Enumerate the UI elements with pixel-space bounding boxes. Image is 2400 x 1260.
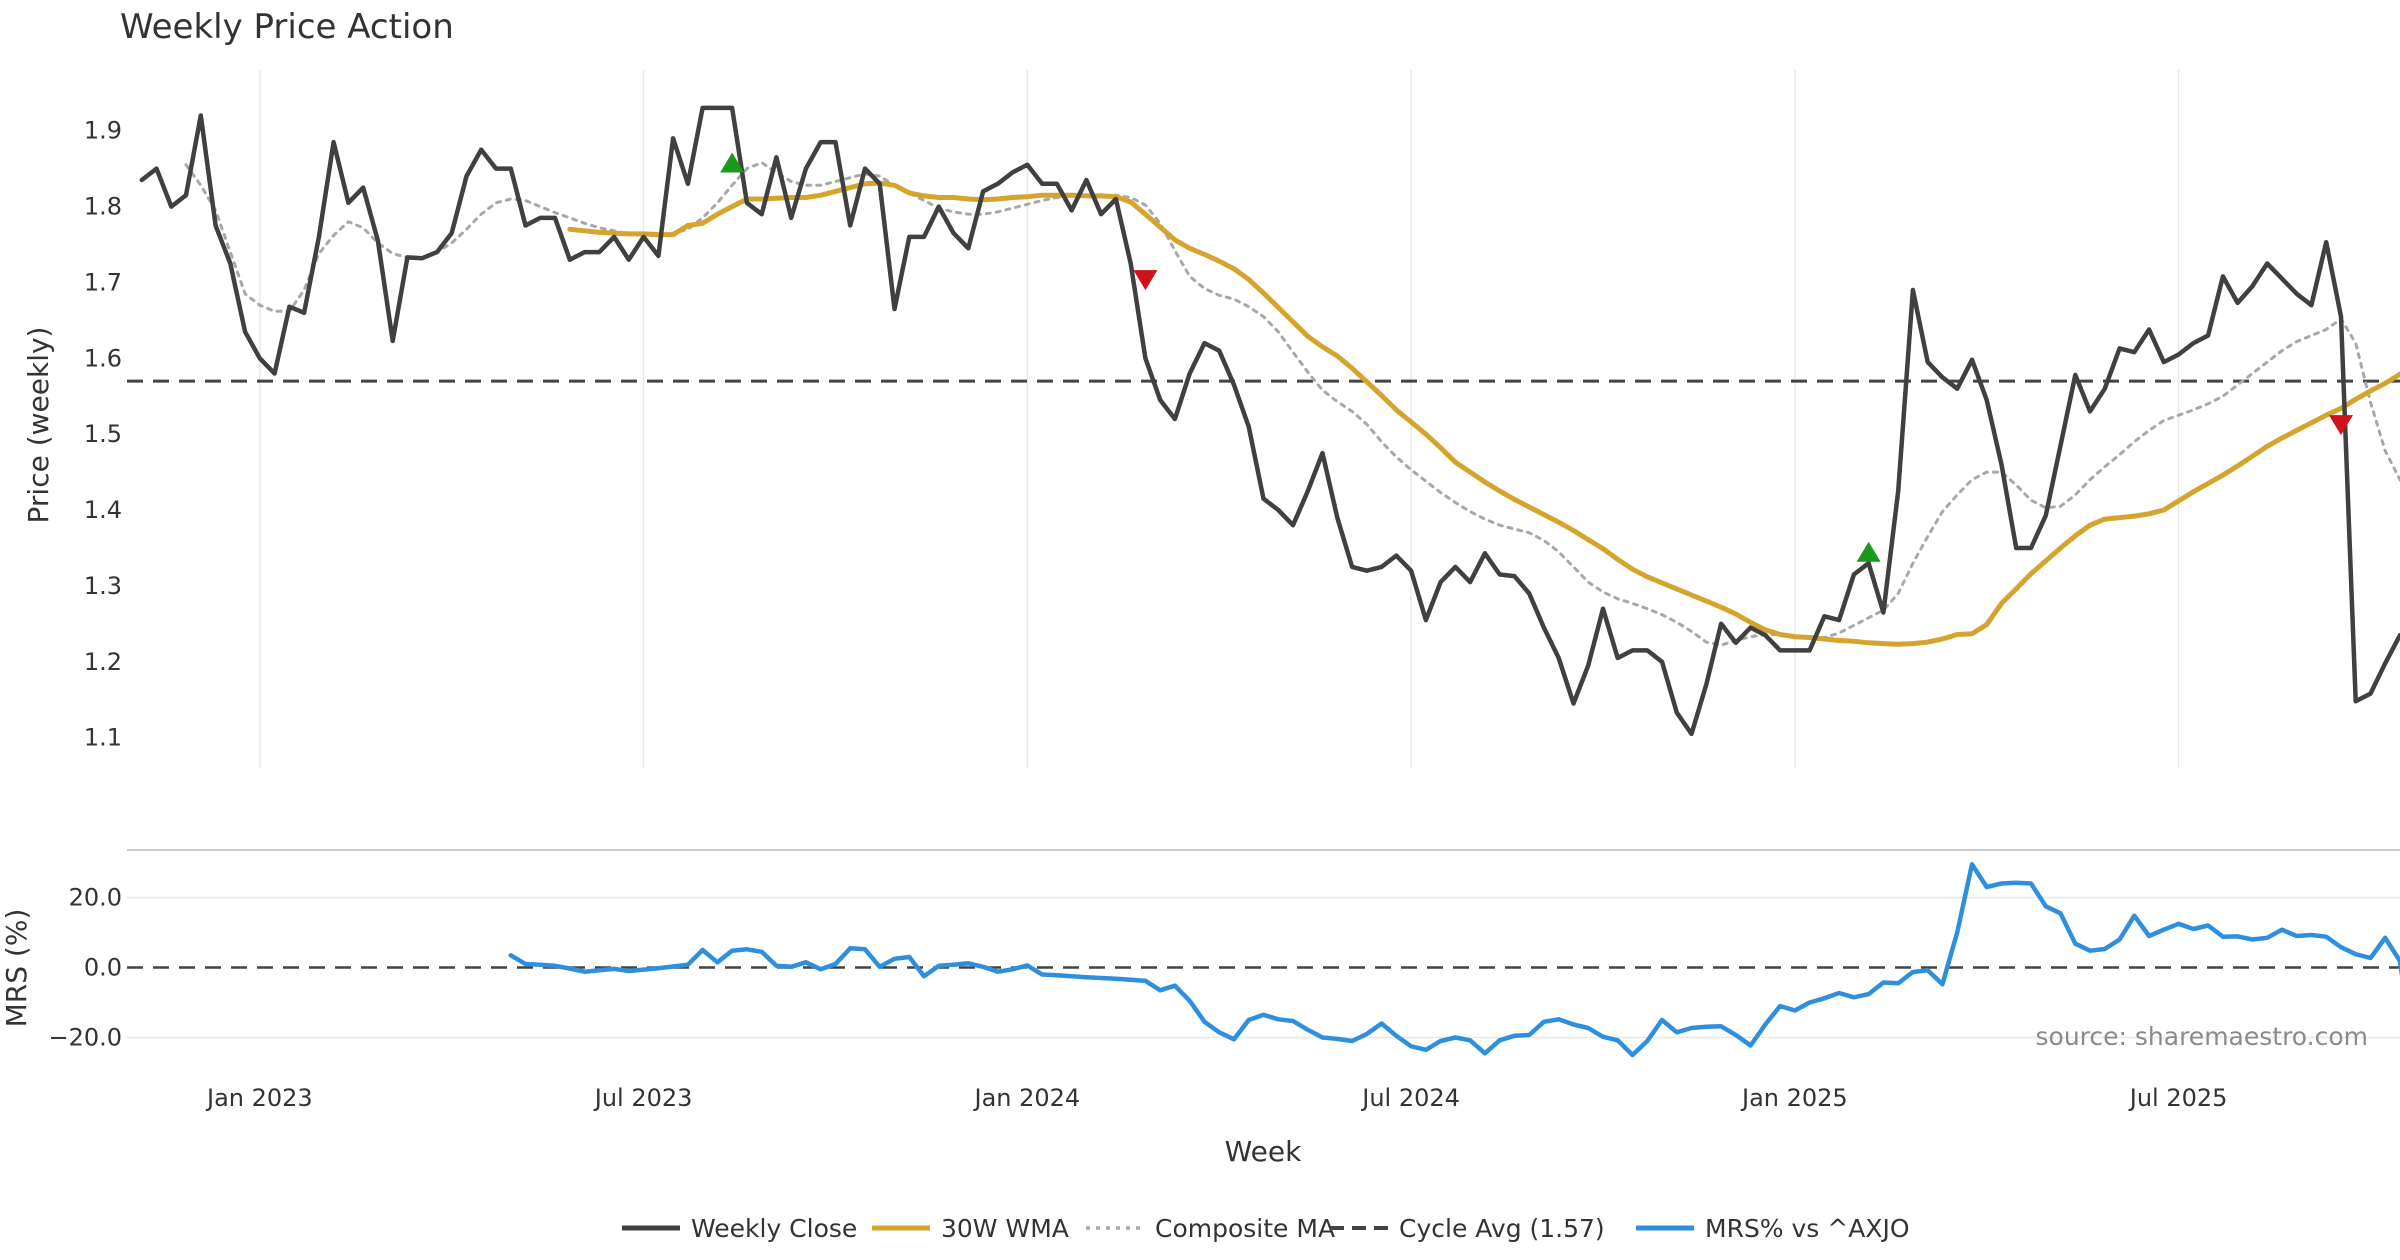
legend-label: MRS% vs ^AXJO [1705,1214,1910,1243]
composite-ma-line [184,161,2400,647]
x-tick-label: Jul 2025 [2128,1084,2228,1112]
lower-series [127,862,2400,1058]
upper-grid [259,70,2180,768]
upper-y-tick-label: 1.9 [84,117,122,145]
upper-y-tick-label: 1.5 [84,420,122,448]
lower-y-axis-label: MRS (%) [0,909,33,1028]
lower-y-ticks: −20.0 0.0 20.0 [48,884,122,1052]
signal-markers [720,152,2353,562]
sell-signal-marker [2328,415,2353,436]
legend: Weekly Close 30W WMA Composite MA Cycle Avg… [622,1214,1910,1243]
legend-label: 30W WMA [941,1214,1069,1243]
upper-y-tick-label: 1.1 [84,724,122,752]
x-tick-label: Jan 2023 [205,1084,313,1112]
upper-y-axis-label: Price (weekly) [22,327,55,524]
upper-y-tick-label: 1.7 [84,268,122,296]
mrs-line [508,862,2400,1058]
lower-y-tick-label: 20.0 [69,884,122,912]
legend-label: Weekly Close [691,1214,857,1243]
lower-y-tick-label: −20.0 [48,1024,122,1052]
legend-label: Cycle Avg (1.57) [1399,1214,1605,1243]
x-tick-label: Jul 2024 [1360,1084,1460,1112]
x-tick-label: Jul 2023 [593,1084,693,1112]
source-annotation: source: sharemaestro.com [2036,1022,2369,1051]
upper-y-ticks: 1.1 1.2 1.3 1.4 1.5 1.6 1.7 1.8 1.9 [84,117,122,752]
upper-y-tick-label: 1.2 [84,648,122,676]
upper-series [127,105,2400,737]
x-tick-label: Jan 2025 [1740,1084,1848,1112]
upper-y-tick-label: 1.3 [84,572,122,600]
x-tick-label: Jan 2024 [972,1084,1080,1112]
lower-grid [127,896,2400,1039]
upper-y-tick-label: 1.8 [84,193,122,221]
wma-30-line [567,180,2400,647]
x-axis-label: Week [1225,1135,1302,1168]
upper-y-tick-label: 1.6 [84,344,122,372]
weekly-close-line [139,105,2400,737]
upper-y-tick-label: 1.4 [84,496,122,524]
buy-signal-marker [1856,541,1881,562]
buy-signal-marker [720,152,745,173]
lower-y-tick-label: 0.0 [84,954,122,982]
legend-label: Composite MA [1155,1214,1335,1243]
sell-signal-marker [1133,270,1158,291]
x-ticks: Jan 2023 Jul 2023 Jan 2024 Jul 2024 Jan 2025… [205,1084,2227,1112]
chart-title: Weekly Price Action [120,7,454,47]
